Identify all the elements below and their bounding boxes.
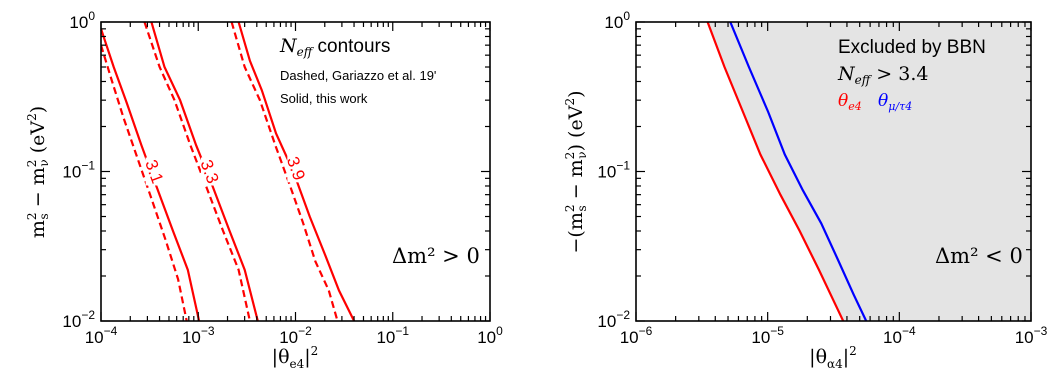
right-legend-condition: Neff > 3.4 xyxy=(837,63,928,87)
contour-label-bg xyxy=(145,157,164,186)
right-curve-solid-1 xyxy=(729,22,868,321)
left-xlabel: |θe4|2 xyxy=(272,344,319,371)
left-panel: 3.1 3.3 3.9 10−4 10−3 10−2 10−1 10010−210−1100… xyxy=(25,9,503,371)
right-annotation: Δm² < 0 xyxy=(935,244,1023,268)
right-y-tick-label: 100 xyxy=(604,9,630,32)
left-annotation: Δm² > 0 xyxy=(392,244,480,268)
right-plot-frame xyxy=(635,21,1032,322)
left-x-tick-label: 10−2 xyxy=(279,324,312,347)
left-curve-dashed-5 xyxy=(230,22,339,321)
left-legend-line-dashed: Dashed, Gariazzo et al. 19' xyxy=(280,68,436,83)
left-curve-dashed-3 xyxy=(143,22,251,321)
left-legend-line-solid: Solid, this work xyxy=(280,91,368,106)
right-y-tick-label: 10−1 xyxy=(597,159,630,182)
left-legend-title: Neff contours xyxy=(279,35,390,59)
left-curve-dashed-1 xyxy=(101,44,188,321)
right-ticks: 10−6 10−5 10−4 10−3 10−2 10−1 100 xyxy=(597,9,1047,347)
right-panel: 10−6 10−5 10−4 10−3 10−2 10−1 100 Excluded by … xyxy=(563,9,1048,371)
excluded-band-between-curves xyxy=(707,22,867,321)
right-x-tick-label: 10−6 xyxy=(620,324,653,347)
legend-entry-theta-mutau4: θμ/τ4 xyxy=(878,91,912,113)
left-y-tick-label: 10−1 xyxy=(62,159,95,182)
right-x-tick-label: 10−3 xyxy=(1015,324,1048,347)
left-x-tick-label: 10−3 xyxy=(182,324,215,347)
contour-label-bg xyxy=(287,154,306,183)
left-ylabel: m2s − m2ν (eV2) xyxy=(25,106,51,238)
right-curves xyxy=(706,22,868,321)
left-plot-frame xyxy=(100,21,491,322)
right-ylabel: −(m2s − m2ν) (eV2) xyxy=(563,90,589,253)
right-xlabel: |θα4|2 xyxy=(809,344,857,371)
excluded-region xyxy=(730,22,1031,321)
left-contour-curves xyxy=(101,22,356,321)
right-x-tick-label: 10−5 xyxy=(751,324,784,347)
left-y-tick-label: 100 xyxy=(69,9,95,32)
right-y-tick-label: 10−2 xyxy=(597,308,630,331)
contour-label-bg xyxy=(200,157,219,186)
right-x-tick-label: 10−4 xyxy=(883,324,916,347)
legend-entry-theta-e4: θe4 xyxy=(838,91,862,113)
right-legend-title: Excluded by BBN xyxy=(838,37,986,58)
left-x-tick-label: 10−4 xyxy=(85,324,118,347)
right-curve-solid-0 xyxy=(706,22,845,321)
left-x-tick-label: 100 xyxy=(477,324,503,347)
left-y-tick-label: 10−2 xyxy=(62,308,95,331)
left-ticks: 10−4 10−3 10−2 10−1 100 10−2 10−1 100 xyxy=(62,9,503,347)
right-plot-area xyxy=(706,22,1031,321)
left-x-tick-label: 10−1 xyxy=(376,324,409,347)
